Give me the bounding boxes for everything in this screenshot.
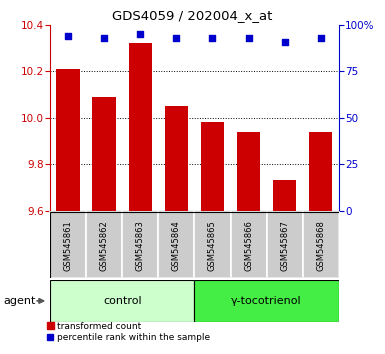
Point: [246, 35, 252, 41]
Point: [173, 35, 179, 41]
Bar: [56, 69, 80, 211]
Point: [65, 33, 71, 39]
Bar: [129, 44, 152, 211]
Text: control: control: [103, 296, 142, 306]
Text: GDS4059 / 202004_x_at: GDS4059 / 202004_x_at: [112, 9, 273, 22]
Text: GSM545862: GSM545862: [100, 220, 109, 270]
Point: [101, 35, 107, 41]
Text: agent: agent: [4, 296, 36, 306]
Bar: [86, 212, 122, 278]
Text: GSM545868: GSM545868: [316, 220, 325, 270]
Text: GSM545865: GSM545865: [208, 220, 217, 270]
Bar: [273, 181, 296, 211]
Point: [318, 35, 324, 41]
Text: γ-tocotrienol: γ-tocotrienol: [231, 296, 302, 306]
Point: [209, 35, 216, 41]
Bar: [237, 132, 260, 211]
Text: GSM545866: GSM545866: [244, 220, 253, 270]
Point: [281, 39, 288, 44]
Bar: [50, 212, 86, 278]
Text: GSM545861: GSM545861: [64, 220, 73, 270]
Bar: [50, 280, 194, 322]
Bar: [201, 122, 224, 211]
Text: GSM545863: GSM545863: [136, 220, 145, 270]
Bar: [165, 106, 188, 211]
Legend: transformed count, percentile rank within the sample: transformed count, percentile rank withi…: [43, 318, 214, 346]
Text: GSM545864: GSM545864: [172, 220, 181, 270]
Bar: [309, 132, 333, 211]
Bar: [158, 212, 194, 278]
Bar: [122, 212, 158, 278]
Bar: [231, 212, 266, 278]
Bar: [194, 280, 339, 322]
Text: GSM545867: GSM545867: [280, 220, 289, 270]
Point: [137, 31, 143, 37]
Bar: [303, 212, 339, 278]
Bar: [194, 212, 231, 278]
Bar: [266, 212, 303, 278]
Bar: [92, 97, 116, 211]
